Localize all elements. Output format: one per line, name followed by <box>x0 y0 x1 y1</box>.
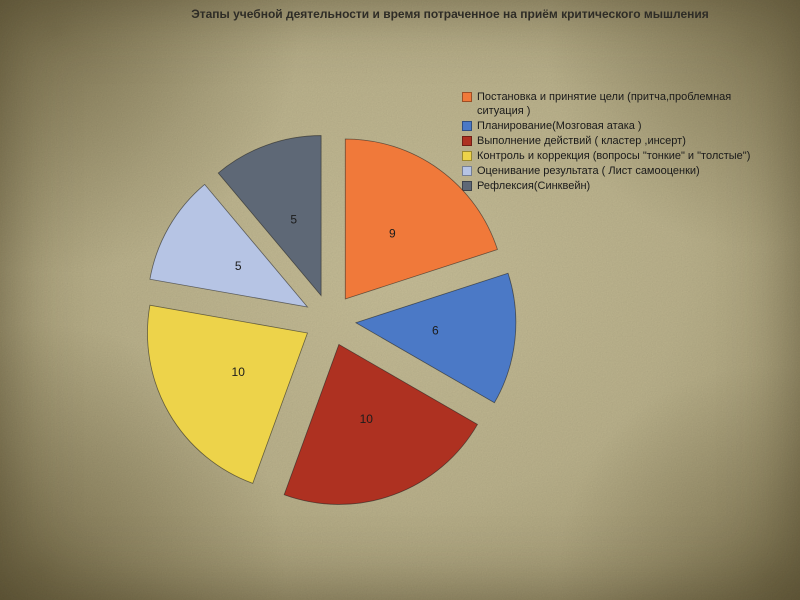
legend-swatch <box>462 121 472 131</box>
legend-item: Выполнение действий ( кластер ,инсерт) <box>462 134 762 148</box>
legend-item: Постановка и принятие цели (притча,пробл… <box>462 90 762 118</box>
legend-item: Контроль и коррекция (вопросы "тонкие" и… <box>462 149 762 163</box>
pie-slice-label: 10 <box>360 412 374 426</box>
legend-swatch <box>462 166 472 176</box>
legend-label: Рефлексия(Синквейн) <box>477 180 591 192</box>
legend-label: Контроль и коррекция (вопросы "тонкие" и… <box>477 150 751 162</box>
pie-slice-label: 10 <box>232 365 246 379</box>
chart-title: Этапы учебной деятельности и время потра… <box>191 7 709 21</box>
pie-chart: 9 6 10 10 5 5 <box>147 135 517 505</box>
legend-item: Планирование(Мозговая атака ) <box>462 119 762 133</box>
legend-swatch <box>462 136 472 146</box>
pie-slice <box>149 183 309 308</box>
pie-slice <box>283 343 479 505</box>
legend-item: Оценивание результата ( Лист самооценки) <box>462 164 762 178</box>
chart-legend: Постановка и принятие цели (притча,пробл… <box>462 90 762 193</box>
pie-slice <box>344 138 498 300</box>
legend-swatch <box>462 92 472 102</box>
legend-label: Постановка и принятие цели (притча,пробл… <box>477 91 732 117</box>
legend-swatch <box>462 181 472 191</box>
pie-slice <box>354 272 517 404</box>
legend-label: Выполнение действий ( кластер ,инсерт) <box>477 135 686 147</box>
pie-slice-label: 5 <box>235 259 242 273</box>
legend-label: Оценивание результата ( Лист самооценки) <box>477 165 700 177</box>
legend-label: Планирование(Мозговая атака ) <box>477 120 642 132</box>
pie-slice <box>147 304 309 484</box>
pie-slice <box>217 135 322 297</box>
legend-swatch <box>462 151 472 161</box>
pie-slice-label: 9 <box>389 226 396 240</box>
pie-slice-label: 5 <box>290 213 297 227</box>
pie-slice-label: 6 <box>432 323 439 337</box>
legend-item: Рефлексия(Синквейн) <box>462 179 762 193</box>
